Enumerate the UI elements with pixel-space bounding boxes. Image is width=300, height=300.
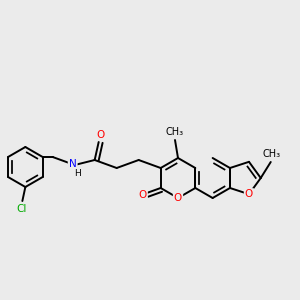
Text: O: O [139, 190, 147, 200]
Text: CH₃: CH₃ [166, 127, 184, 137]
Text: O: O [174, 193, 182, 203]
Text: CH₃: CH₃ [263, 149, 281, 159]
Text: H: H [74, 169, 81, 178]
Text: O: O [245, 189, 253, 199]
Text: O: O [97, 130, 105, 140]
Text: N: N [69, 159, 76, 169]
Text: Cl: Cl [16, 204, 26, 214]
